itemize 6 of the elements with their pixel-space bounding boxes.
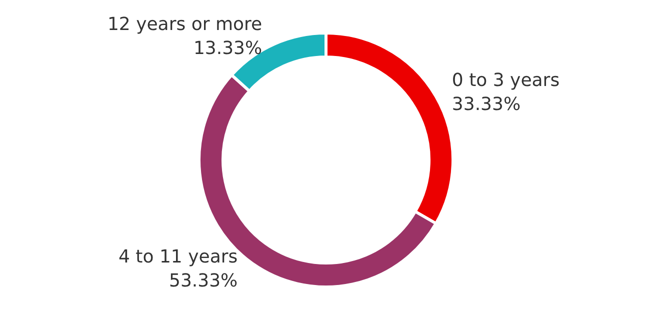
slice-label: 12 years or more bbox=[107, 14, 262, 36]
slice-label: 4 to 11 years bbox=[118, 246, 238, 268]
slice-label: 0 to 3 years bbox=[452, 70, 560, 91]
data-label: 33.33% bbox=[452, 94, 521, 115]
data-label: 13.33% bbox=[193, 38, 262, 60]
data-label: 53.33% bbox=[169, 270, 238, 292]
